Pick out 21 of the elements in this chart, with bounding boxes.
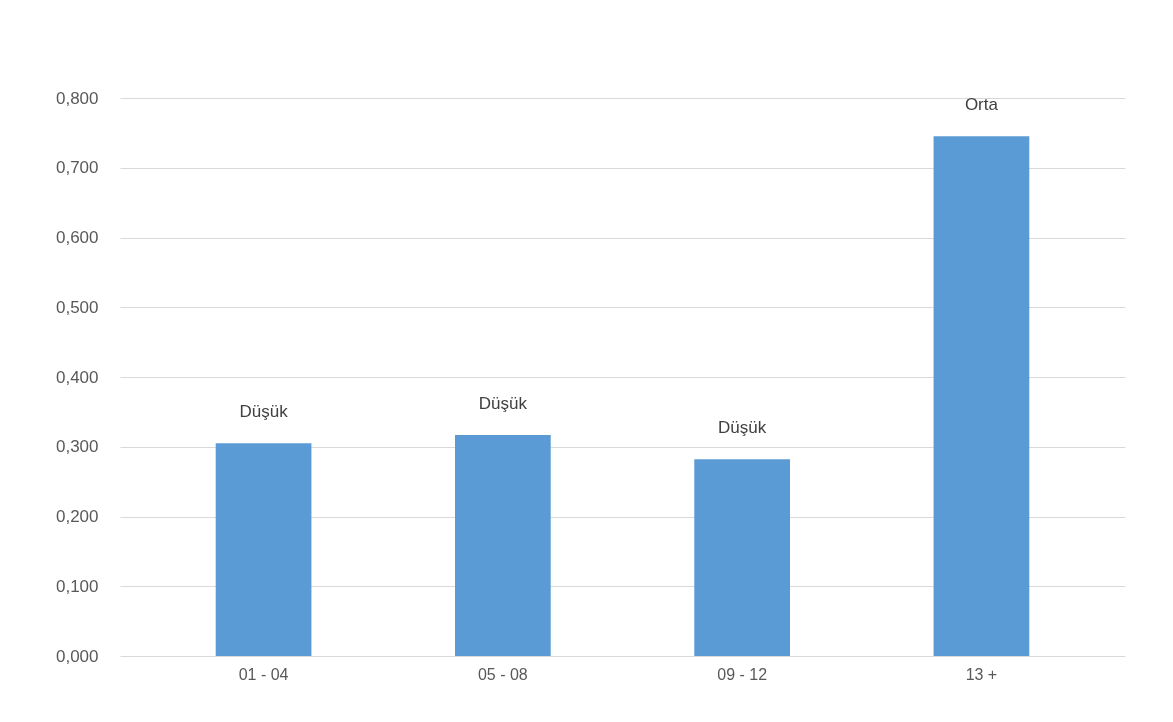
- y-tick-label: 0,700: [55, 158, 99, 178]
- data-label: Düşük: [239, 402, 289, 422]
- bar: [694, 459, 790, 656]
- data-label: Orta: [964, 95, 999, 115]
- bar: [455, 434, 551, 656]
- data-label: Düşük: [718, 418, 767, 438]
- y-tick-label: 0,500: [55, 297, 99, 317]
- x-tick-label: 09 - 12: [717, 665, 768, 683]
- y-tick-label: 0,400: [55, 367, 99, 387]
- bar: [215, 443, 312, 656]
- y-tick-label: 0,100: [55, 576, 99, 596]
- x-tick-label: 13 +: [965, 665, 998, 683]
- y-tick-label: 0,800: [55, 88, 99, 108]
- y-tick-label: 0,200: [55, 507, 99, 526]
- bar: [933, 136, 1030, 656]
- y-tick-label: 0,000: [55, 646, 99, 666]
- x-tick-label: 01 - 04: [238, 665, 289, 683]
- y-tick-label: 0,600: [55, 228, 99, 247]
- y-tick-label: 0,300: [55, 437, 99, 457]
- data-label: Düşük: [478, 393, 528, 413]
- x-tick-label: 05 - 08: [477, 665, 528, 683]
